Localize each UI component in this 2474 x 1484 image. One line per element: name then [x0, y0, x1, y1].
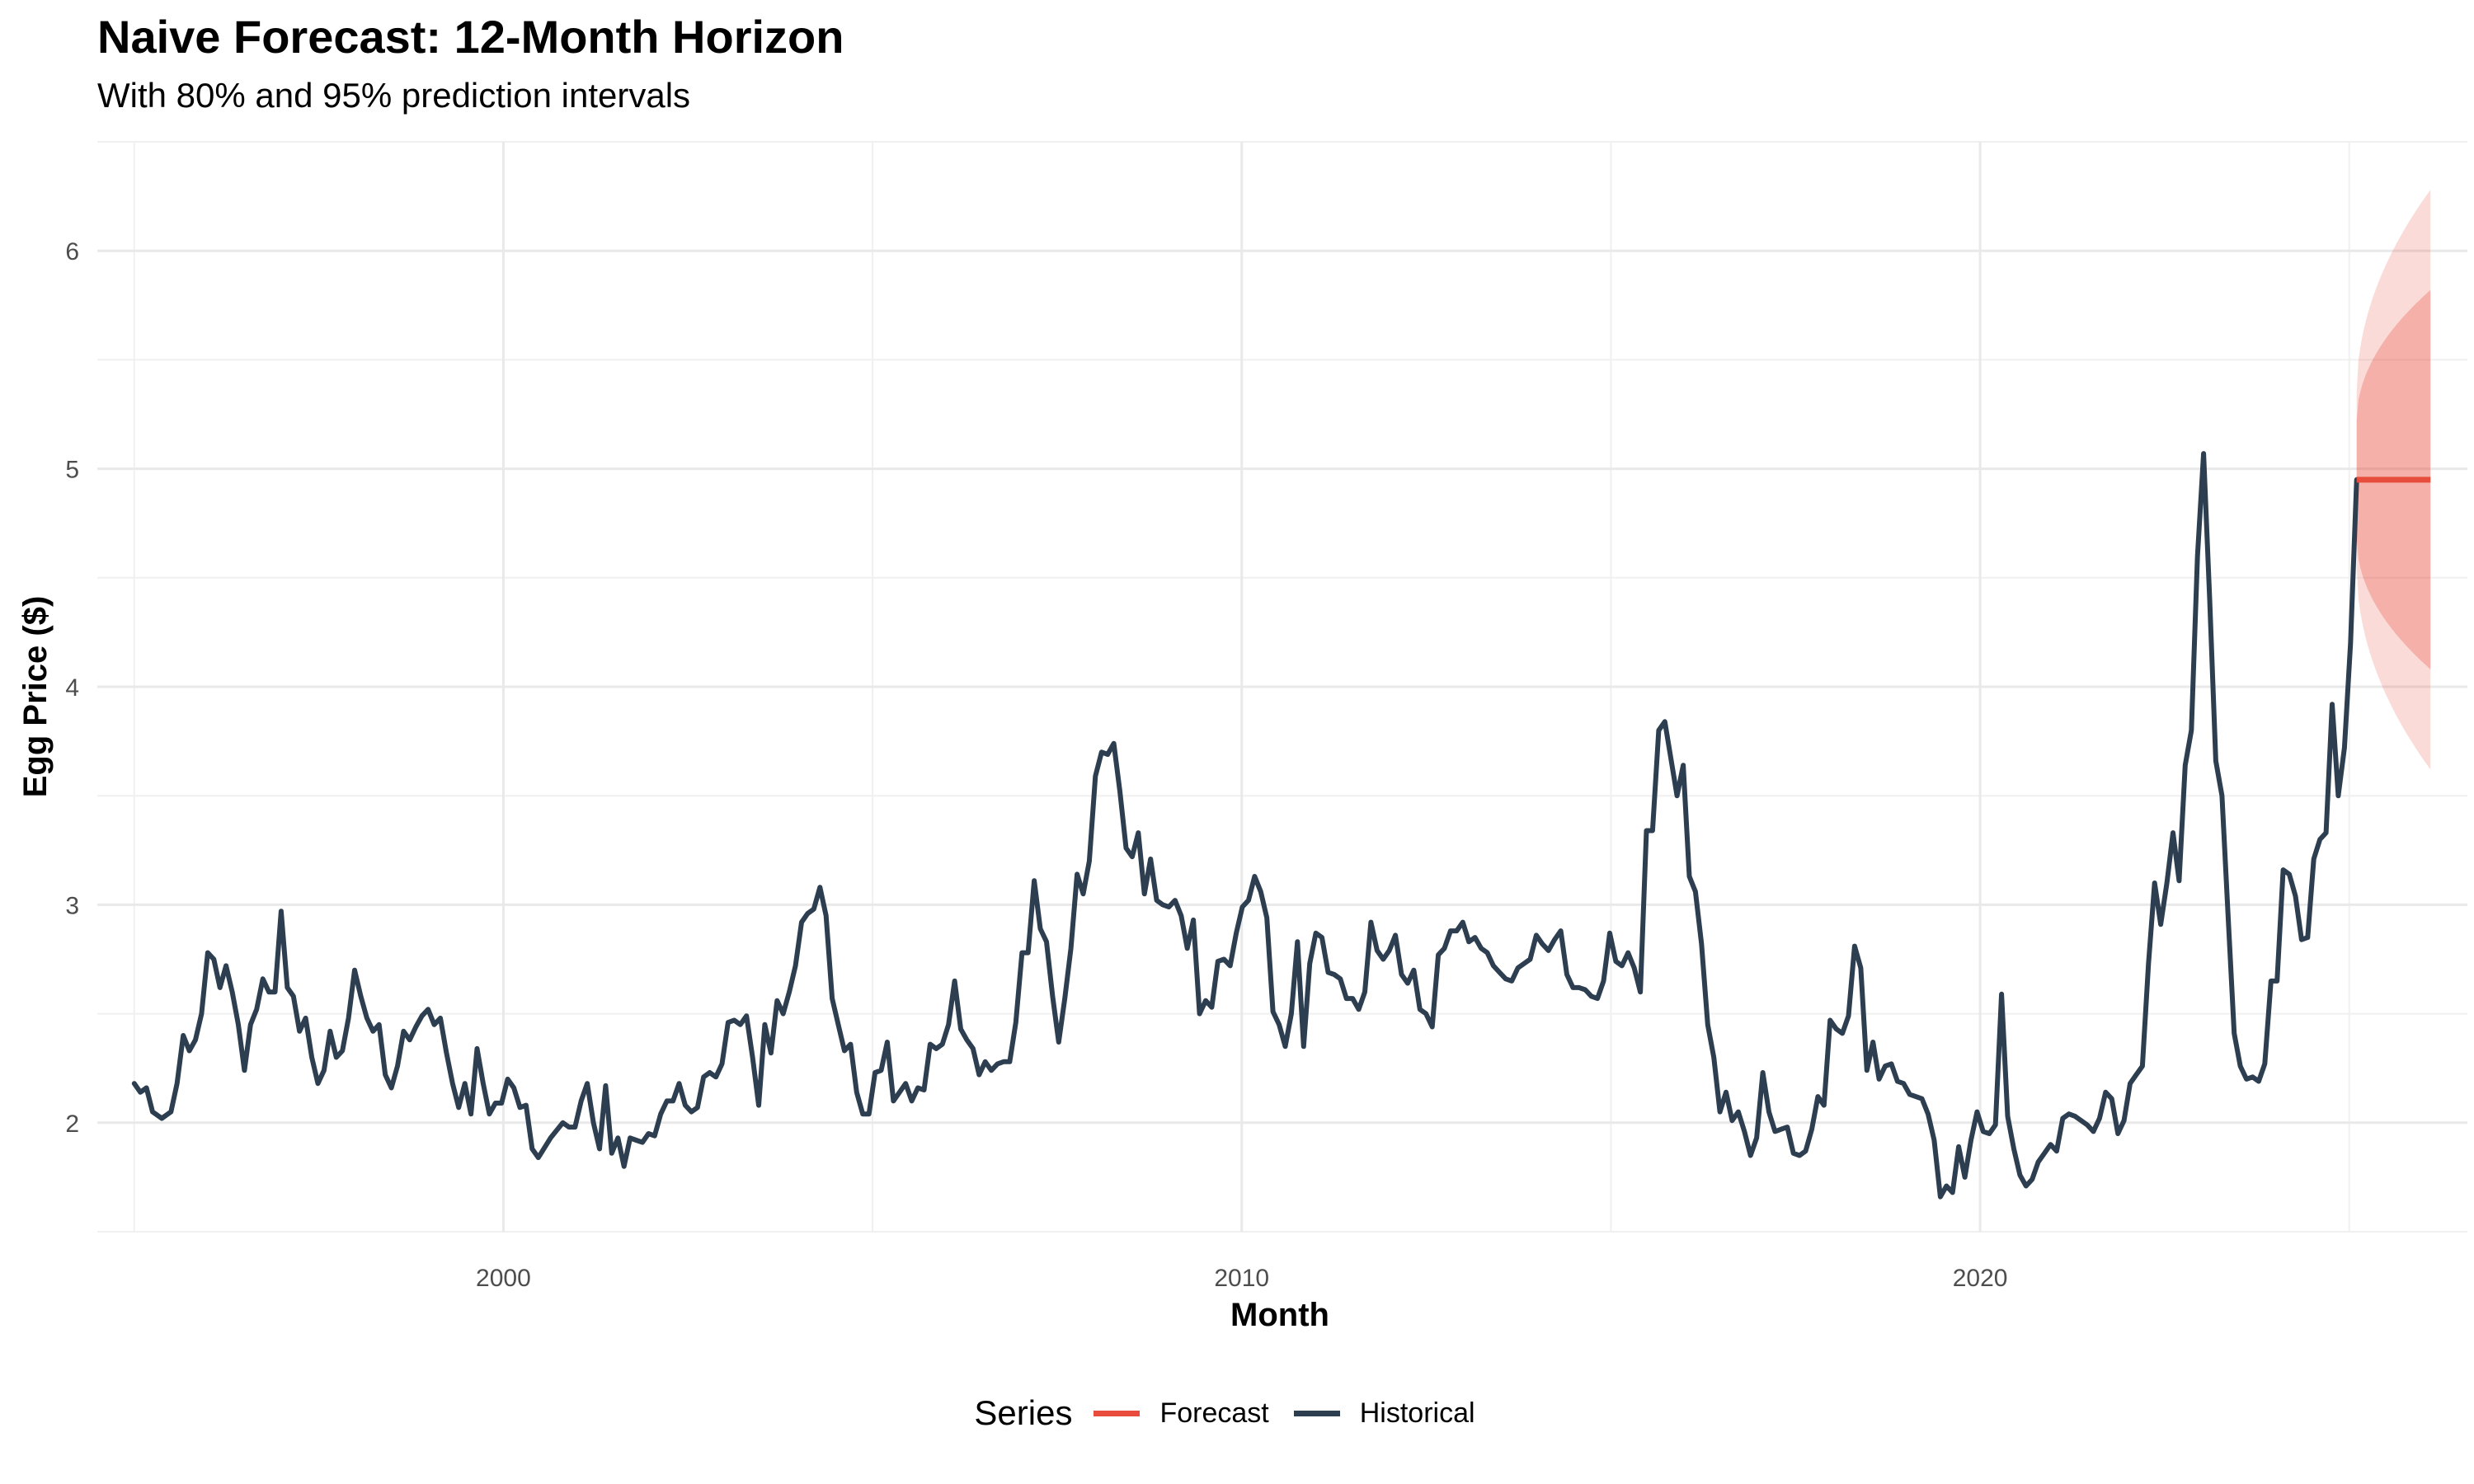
tick-labels: 2000 2010 2020 2 3 4 5 6 — [65, 238, 2007, 1292]
series-line-historical — [131, 451, 2359, 1200]
y-tick-label: 3 — [65, 892, 79, 919]
legend-title: Series — [974, 1393, 1073, 1432]
chart-title: Naive Forecast: 12-Month Horizon — [97, 11, 844, 63]
legend-key-historical — [1293, 1410, 1340, 1416]
legend-label-forecast: Forecast — [1159, 1397, 1269, 1429]
legend-label-historical: Historical — [1359, 1397, 1475, 1429]
x-axis-title: Month — [1230, 1297, 1329, 1333]
y-tick-label: 2 — [65, 1111, 79, 1138]
legend-item-forecast: Forecast — [1094, 1397, 1269, 1430]
grid — [97, 141, 2467, 1233]
series-lines — [131, 451, 2431, 1200]
x-tick-label: 2020 — [1953, 1265, 2008, 1292]
x-tick-label: 2010 — [1214, 1265, 1269, 1292]
y-tick-label: 5 — [65, 457, 79, 484]
y-tick-label: 4 — [65, 674, 79, 702]
legend: Series Forecast Historical — [0, 1393, 2474, 1433]
legend-item-historical: Historical — [1293, 1397, 1475, 1430]
y-axis-title: Egg Price ($) — [17, 596, 54, 798]
legend-key-forecast — [1094, 1410, 1141, 1416]
y-tick-label: 6 — [65, 238, 79, 265]
chart-subtitle: With 80% and 95% prediction intervals — [97, 76, 691, 115]
x-tick-label: 2000 — [476, 1265, 531, 1292]
